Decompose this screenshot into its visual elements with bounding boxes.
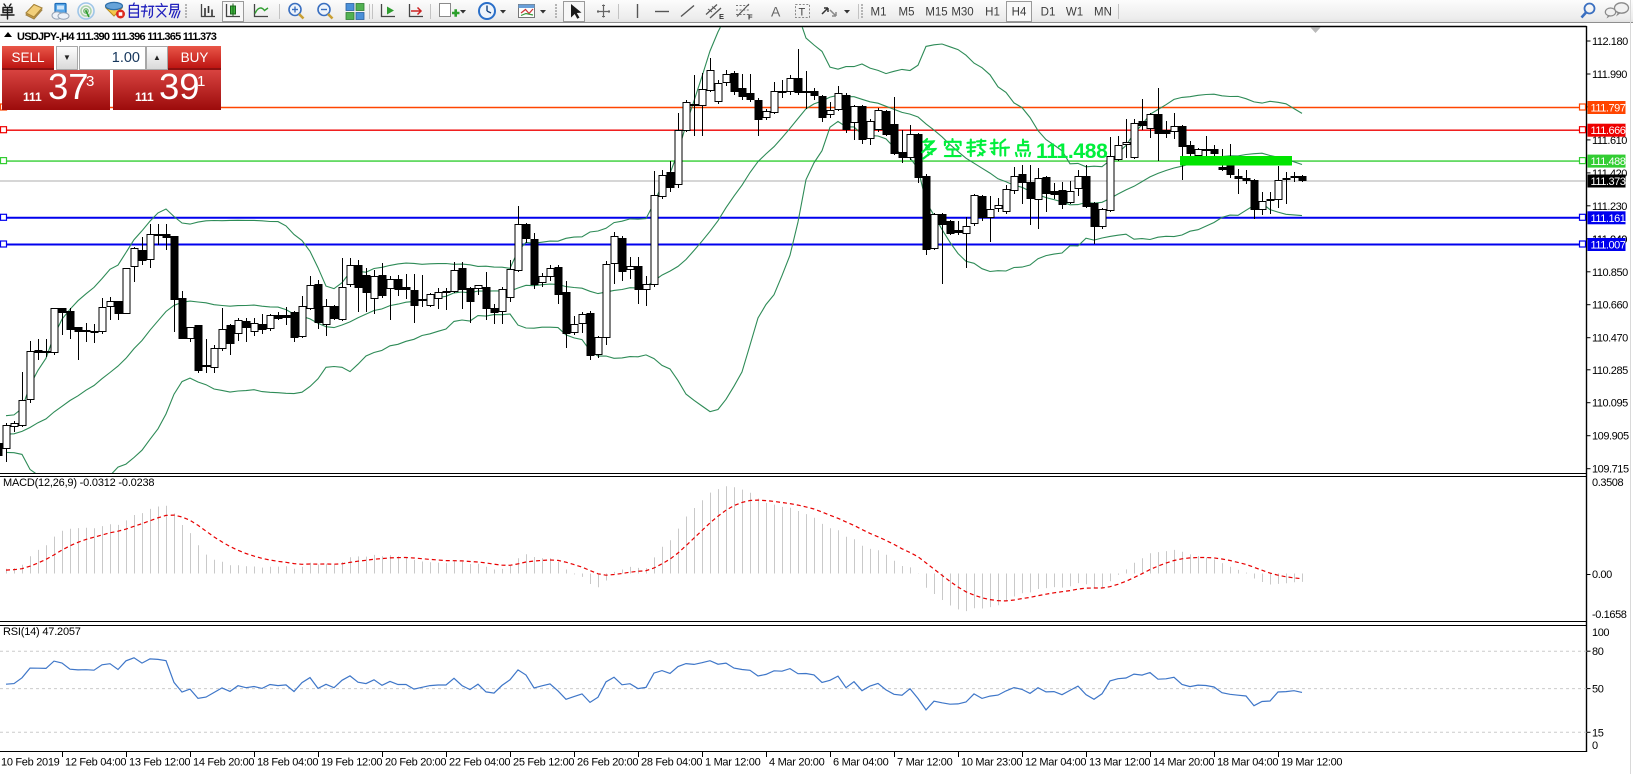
svg-text:MACD(12,26,9) -0.0312 -0.0238: MACD(12,26,9) -0.0312 -0.0238 bbox=[3, 477, 154, 489]
svg-text:100: 100 bbox=[1592, 627, 1609, 639]
svg-text:12 Feb 04:00: 12 Feb 04:00 bbox=[65, 757, 126, 769]
svg-text:13 Mar 12:00: 13 Mar 12:00 bbox=[1089, 757, 1150, 769]
svg-text:111.666: 111.666 bbox=[1591, 125, 1626, 137]
svg-text:10 Mar 23:00: 10 Mar 23:00 bbox=[961, 757, 1022, 769]
svg-text:111.488: 111.488 bbox=[1036, 140, 1108, 163]
svg-text:H4: H4 bbox=[1012, 7, 1027, 19]
svg-text:20 Feb 20:00: 20 Feb 20:00 bbox=[385, 757, 446, 769]
svg-text:22 Feb 04:00: 22 Feb 04:00 bbox=[449, 757, 510, 769]
svg-text:112.180: 112.180 bbox=[1592, 36, 1628, 48]
svg-text:M1: M1 bbox=[871, 7, 887, 19]
svg-text:F: F bbox=[748, 13, 753, 22]
svg-text:109.905: 109.905 bbox=[1592, 431, 1629, 443]
svg-text:RSI(14) 47.2057: RSI(14) 47.2057 bbox=[3, 626, 81, 638]
svg-text:0.00: 0.00 bbox=[1592, 569, 1612, 581]
svg-text:E: E bbox=[719, 12, 724, 21]
svg-text:26 Feb 20:00: 26 Feb 20:00 bbox=[577, 757, 638, 769]
svg-text:H1: H1 bbox=[985, 7, 1000, 19]
svg-text:111.610: 111.610 bbox=[1592, 135, 1627, 147]
svg-text:19 Mar 12:00: 19 Mar 12:00 bbox=[1281, 757, 1342, 769]
svg-text:111.230: 111.230 bbox=[1592, 201, 1627, 213]
svg-text:110.095: 110.095 bbox=[1592, 398, 1628, 410]
svg-text:-0.1658: -0.1658 bbox=[1592, 609, 1627, 621]
svg-text:D1: D1 bbox=[1041, 7, 1056, 19]
svg-text:A: A bbox=[771, 4, 781, 20]
svg-text:111.161: 111.161 bbox=[1591, 213, 1626, 225]
svg-text:110.285: 110.285 bbox=[1592, 365, 1628, 377]
svg-text:0: 0 bbox=[1592, 740, 1598, 752]
svg-text:14 Feb 20:00: 14 Feb 20:00 bbox=[193, 757, 254, 769]
svg-text:6 Mar 04:00: 6 Mar 04:00 bbox=[833, 757, 889, 769]
svg-text:109.715: 109.715 bbox=[1592, 464, 1629, 476]
svg-text:MN: MN bbox=[1094, 7, 1112, 19]
svg-text:111.797: 111.797 bbox=[1591, 103, 1626, 115]
svg-text:13 Feb 12:00: 13 Feb 12:00 bbox=[129, 757, 190, 769]
svg-text:USDJPY-,H4 111.390 111.396 11: USDJPY-,H4 111.390 111.396 111.365 111.3… bbox=[17, 31, 217, 43]
svg-text:W1: W1 bbox=[1066, 7, 1083, 19]
svg-text:1 Mar 12:00: 1 Mar 12:00 bbox=[705, 757, 761, 769]
svg-text:110.850: 110.850 bbox=[1592, 267, 1628, 279]
svg-text:28 Feb 04:00: 28 Feb 04:00 bbox=[641, 757, 702, 769]
svg-text:110.470: 110.470 bbox=[1592, 333, 1628, 345]
svg-text:T: T bbox=[799, 7, 806, 19]
svg-text:12 Mar 04:00: 12 Mar 04:00 bbox=[1025, 757, 1086, 769]
svg-text:M30: M30 bbox=[951, 7, 973, 19]
svg-text:111.488: 111.488 bbox=[1591, 156, 1626, 168]
svg-text:111.373: 111.373 bbox=[1591, 176, 1626, 188]
svg-text:18 Feb 04:00: 18 Feb 04:00 bbox=[257, 757, 318, 769]
svg-text:111.990: 111.990 bbox=[1592, 69, 1627, 81]
svg-text:M15: M15 bbox=[925, 7, 947, 19]
svg-text:4 Mar 20:00: 4 Mar 20:00 bbox=[769, 757, 825, 769]
svg-text:M5: M5 bbox=[899, 7, 915, 19]
svg-text:25 Feb 12:00: 25 Feb 12:00 bbox=[513, 757, 574, 769]
svg-text:50: 50 bbox=[1592, 684, 1604, 696]
svg-text:15: 15 bbox=[1592, 727, 1604, 739]
svg-text:80: 80 bbox=[1592, 646, 1604, 658]
svg-text:110.660: 110.660 bbox=[1592, 300, 1628, 312]
svg-text:111.007: 111.007 bbox=[1591, 240, 1626, 252]
svg-text:14 Mar 20:00: 14 Mar 20:00 bbox=[1153, 757, 1214, 769]
svg-text:18 Mar 04:00: 18 Mar 04:00 bbox=[1217, 757, 1278, 769]
svg-text:10 Feb 2019: 10 Feb 2019 bbox=[1, 757, 60, 769]
svg-text:0.3508: 0.3508 bbox=[1592, 477, 1624, 489]
svg-text:19 Feb 12:00: 19 Feb 12:00 bbox=[321, 757, 382, 769]
svg-text:7 Mar 12:00: 7 Mar 12:00 bbox=[897, 757, 953, 769]
